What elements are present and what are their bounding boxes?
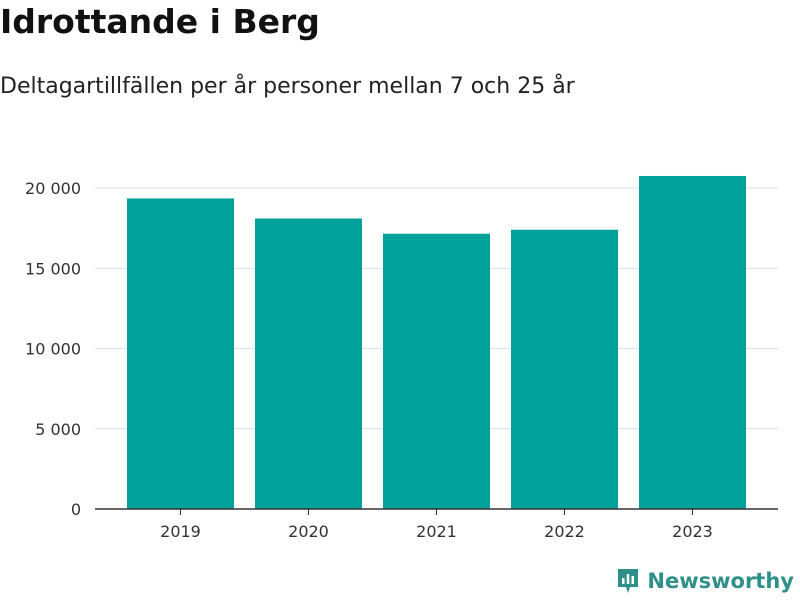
bar [383,233,490,509]
y-tick-label: 20 000 [25,179,81,198]
x-tick-label: 2023 [672,522,713,541]
y-tick-label: 10 000 [25,340,81,359]
y-tick-label: 5 000 [35,420,81,439]
bar [511,229,618,510]
brand-name: Newsworthy [647,569,794,593]
y-tick-label: 0 [71,500,81,519]
newsworthy-logo-icon [618,569,639,593]
chart-title: Idrottande i Berg [0,2,320,41]
axes: 0 5 000 10 000 15 000 20 000 2019 2020 2021 2022… [25,179,778,541]
brand-logo: Newsworthy [615,566,794,596]
x-tick-label: 2022 [544,522,585,541]
x-tick-label: 2019 [160,522,201,541]
y-tick-label: 15 000 [25,259,81,278]
bars [127,175,746,510]
x-tick-label: 2020 [288,522,329,541]
bar [639,175,746,509]
chart-subtitle: Deltagartillfällen per år personer mella… [0,74,575,99]
bar [127,198,234,509]
x-tick-label: 2021 [416,522,457,541]
bar [255,218,362,509]
